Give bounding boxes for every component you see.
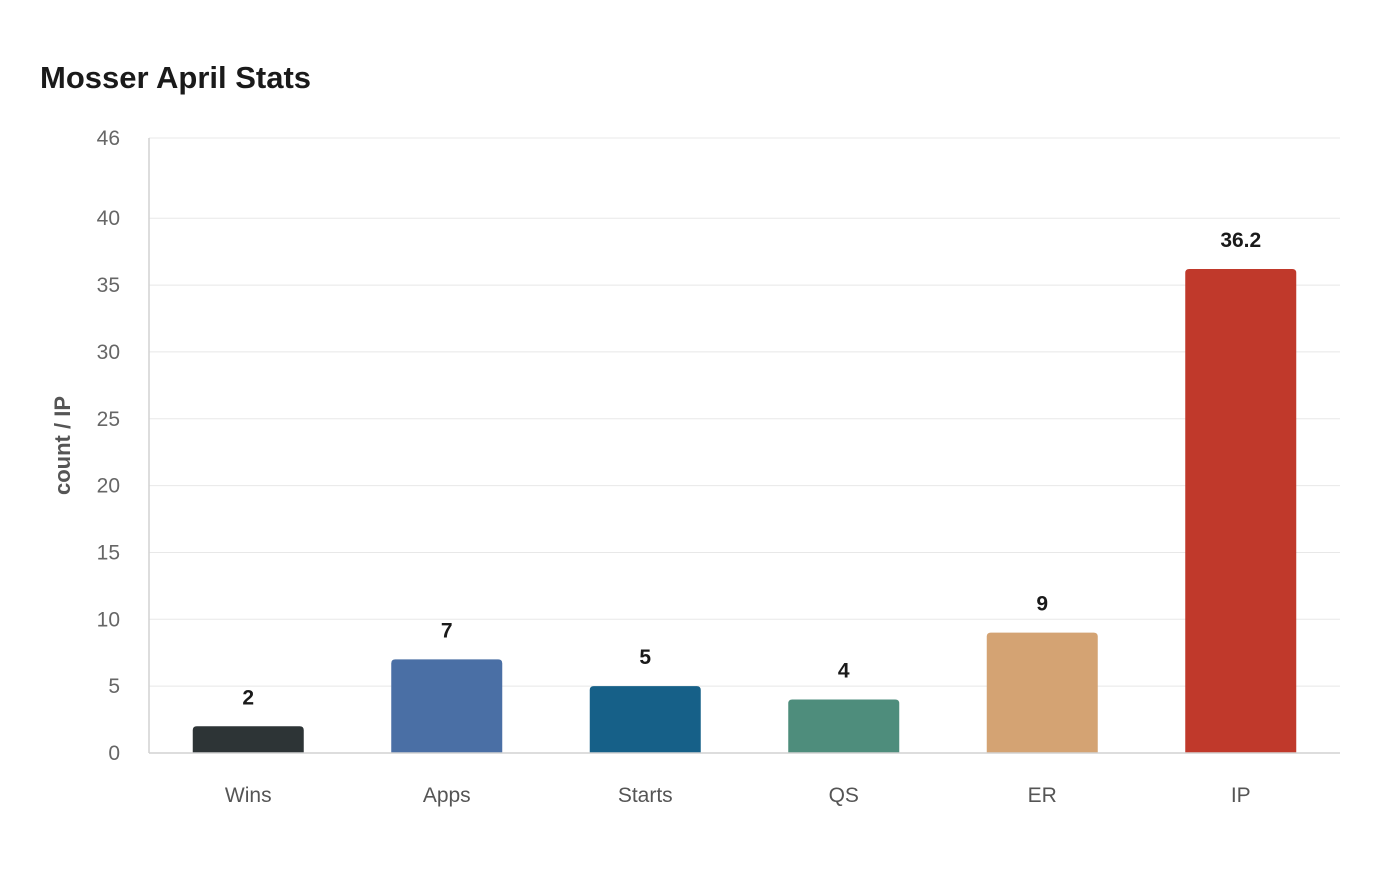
y-tick-label: 40 xyxy=(97,207,120,230)
y-tick-label: 30 xyxy=(97,341,120,364)
data-label-starts: 5 xyxy=(639,646,651,669)
x-tick-label-er: ER xyxy=(1028,784,1057,807)
data-label-wins: 2 xyxy=(242,686,254,709)
y-tick-label: 20 xyxy=(97,475,120,498)
x-tick-label-starts: Starts xyxy=(618,784,673,807)
data-labels: 2 7 5 4 9 36.2 xyxy=(242,229,1261,709)
x-tick-label-wins: Wins xyxy=(225,784,272,807)
bar-apps xyxy=(391,659,503,753)
bar-wins xyxy=(192,726,304,753)
bars xyxy=(192,269,1297,753)
bar-qs xyxy=(788,699,900,753)
data-label-apps: 7 xyxy=(441,619,453,642)
y-tick-label: 10 xyxy=(97,608,120,631)
data-label-qs: 4 xyxy=(838,660,850,683)
y-tick-label: 0 xyxy=(108,742,120,765)
bar-ip xyxy=(1185,269,1297,753)
x-axis-ticks: Wins Apps Starts QS ER IP xyxy=(225,784,1251,807)
bar-starts xyxy=(589,686,701,753)
bar-er xyxy=(986,632,1098,753)
y-tick-label: 25 xyxy=(97,408,120,431)
data-label-ip: 36.2 xyxy=(1220,229,1261,252)
y-tick-label: 46 xyxy=(97,127,120,150)
x-tick-label-ip: IP xyxy=(1231,784,1251,807)
gridlines xyxy=(149,137,1340,687)
y-tick-label: 15 xyxy=(97,541,120,564)
x-tick-label-qs: QS xyxy=(829,784,859,807)
data-label-er: 9 xyxy=(1036,593,1048,616)
y-tick-label: 5 xyxy=(108,675,120,698)
y-axis-label: count / IP xyxy=(50,396,75,495)
x-tick-label-apps: Apps xyxy=(423,784,471,807)
y-tick-label: 35 xyxy=(97,274,120,297)
chart-title: Mosser April Stats xyxy=(40,60,312,95)
y-axis-ticks: 0 5 10 15 20 25 30 35 40 46 xyxy=(97,127,120,765)
